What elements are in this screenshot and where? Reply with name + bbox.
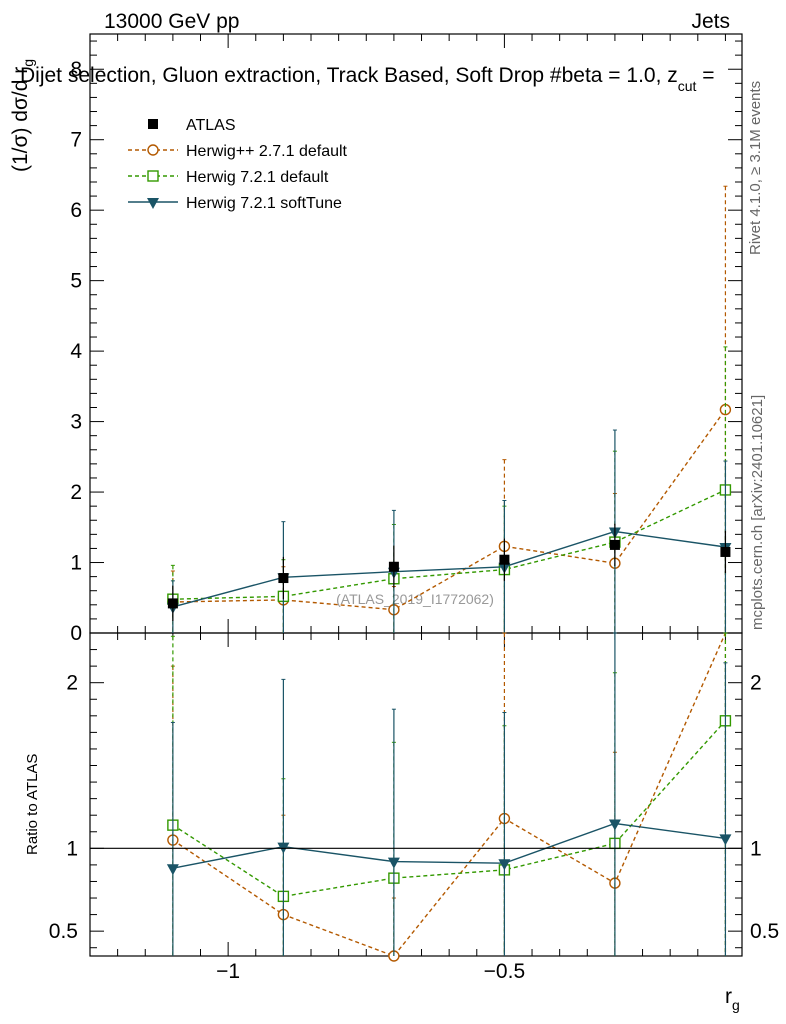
atlas-point: [609, 539, 620, 550]
atlas-point: [720, 546, 731, 557]
plot-title-main: Dijet selection, Gluon extraction, Track…: [20, 64, 678, 87]
series-herwigpp: [167, 632, 728, 962]
atlas-point: [388, 561, 399, 572]
marker-square: [147, 170, 159, 182]
atlas-point: [148, 119, 158, 129]
ratio-y-axis-label: Ratio to ATLAS: [24, 754, 41, 855]
ratio-y-tick-label: 2: [66, 672, 78, 695]
series-line: [172, 530, 726, 608]
series-line: [172, 409, 726, 611]
plot-title: Dijet selection, Gluon extraction, Track…: [20, 64, 715, 94]
mcplots-label: mcplots.cern.ch [arXiv:2401.10621]: [749, 395, 766, 630]
ratio-y-tick-label: 1: [66, 837, 78, 860]
atlas-point: [167, 598, 178, 609]
legend-label: Herwig++ 2.7.1 default: [186, 143, 348, 160]
marker-circle: [147, 144, 159, 156]
marker-triangle: [719, 834, 732, 846]
marker-triangle: [498, 859, 511, 871]
legend-label: ATLAS: [186, 117, 236, 134]
analysis-watermark: (ATLAS_2019_I1772062): [336, 591, 494, 607]
main-y-axis-label-main: (1/σ) dσ/d r: [9, 67, 32, 172]
series-softtune: [166, 632, 732, 956]
atlas-point: [499, 554, 510, 565]
ratio-y-tick-label-right: 0.5: [750, 920, 779, 943]
ratio-y-tick-label: 0.5: [49, 920, 78, 943]
x-tick-label: −0.5: [484, 960, 525, 983]
main-series-layer: [166, 185, 732, 633]
x-axis-label-main: r: [725, 985, 732, 1008]
ratio-series-layer: [166, 632, 732, 962]
ratio-y-tick-label-right: 1: [750, 837, 762, 860]
series-atlas: [167, 523, 731, 622]
plot-title-sub: cut: [678, 78, 697, 94]
main-y-tick-label: 3: [70, 411, 82, 434]
plot-title-tail: =: [696, 64, 714, 87]
x-tick-label: −1: [216, 960, 240, 983]
ratio-plot-frame: [89, 632, 743, 957]
series-line: [172, 489, 726, 600]
series-line: [172, 720, 726, 898]
marker-triangle: [166, 864, 179, 876]
atlas-point: [278, 573, 289, 584]
series-herwig721: [167, 632, 732, 956]
main-y-tick-label: 0: [70, 622, 82, 645]
main-y-tick-label: 7: [70, 129, 82, 152]
category-label: Jets: [691, 10, 730, 33]
main-y-tick-label: 1: [70, 552, 82, 575]
legend-label: Herwig 7.2.1 softTune: [186, 195, 342, 212]
series-line: [172, 822, 726, 869]
series-line: [172, 632, 727, 957]
energy-label: 13000 GeV pp: [104, 10, 239, 33]
series-herwigpp: [167, 185, 732, 633]
main-y-axis-label: (1/σ) dσ/d rg: [9, 59, 36, 172]
ratio-y-tick-label-right: 2: [750, 672, 762, 695]
marker-triangle: [608, 819, 621, 831]
axis-ticks: −1 −0.5 0 1 2 3 4 5 6 7 8 0.5 0.5 1 1 2 2: [49, 34, 779, 983]
main-y-tick-label: 4: [70, 340, 82, 363]
marker-triangle: [387, 857, 400, 869]
rivet-label: Rivet 4.1.0, ≥ 3.1M events: [747, 81, 764, 255]
x-axis-label: rg: [725, 985, 740, 1013]
main-y-tick-label: 6: [70, 199, 82, 222]
marker-triangle: [147, 198, 159, 209]
legend-label: Herwig 7.2.1 default: [186, 169, 329, 186]
main-y-tick-label: 2: [70, 481, 82, 504]
legend: ATLAS Herwig++ 2.7.1 default Herwig 7.2.1 …: [128, 117, 348, 212]
main-y-axis-label-sub: g: [20, 59, 36, 67]
main-y-tick-label: 5: [70, 270, 82, 293]
x-axis-label-sub: g: [732, 997, 740, 1013]
main-y-tick-label: 8: [70, 58, 82, 81]
